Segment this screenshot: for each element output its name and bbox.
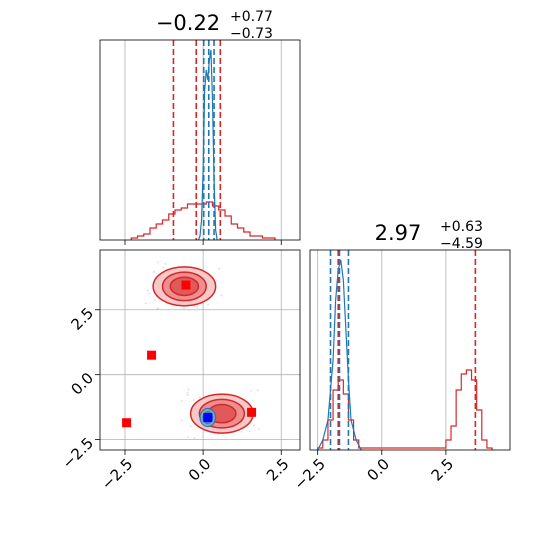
joint-xtick-label-2: 2.5 [263,455,293,485]
joint-sample-point-45 [180,419,183,422]
joint-sample-point-6 [196,306,199,309]
marginal-param2-title: 2.97 [375,221,422,245]
joint-sample-point-13 [258,428,260,430]
marginal-param2-xtick-label-0: −2.5 [291,455,329,493]
joint-sample-point-69 [181,400,183,402]
joint-ytick-label-2: 2.5 [67,304,97,334]
joint-sample-point-22 [162,266,165,269]
joint-sample-point-55 [199,396,201,399]
joint-sample-point-50 [153,270,155,273]
marginal-param2-title-lower: −4.59 [440,236,483,252]
joint-sample-point-16 [156,261,159,264]
marginal-param2-blue-hist [317,259,362,451]
marginal-param1-title-upper: +0.77 [230,9,273,25]
joint-sample-point-52 [144,302,147,305]
joint-red-marker-2 [122,418,132,428]
joint-sample-point-44 [164,262,167,265]
marginal-param1-frame [99,39,301,241]
joint-sample-point-37 [250,389,252,392]
joint-sample-point-59 [248,430,251,433]
joint-sample-point-35 [240,430,243,433]
joint-sample-point-62 [148,292,150,295]
joint-sample-point-11 [256,389,259,392]
joint-sample-point-51 [253,424,255,427]
joint-sample-point-60 [182,307,185,310]
marginal-param2-frame [309,249,511,451]
joint-sample-point-3 [186,394,189,396]
joint-sample-point-40 [187,308,190,311]
joint-sample-point-1 [189,425,192,428]
joint-sample-point-47 [187,388,190,391]
joint-sample-point-56 [156,308,159,311]
joint-sample-point-21 [186,391,189,394]
joint-red-marker-1 [147,350,157,360]
joint-sample-point-26 [153,299,156,301]
joint-sample-point-38 [218,267,220,270]
joint-frame [99,249,301,451]
marginal-param1-title: −0.22 [156,11,220,35]
joint-sample-point-66 [193,305,196,308]
joint-xtick-label-0: −2.5 [98,455,136,493]
joint-sample-point-19 [192,399,195,402]
marginal-param1-title-lower: −0.73 [230,26,273,42]
joint-blue-marker-0 [203,413,213,423]
joint-sample-point-64 [207,303,209,306]
marginal-param2-red-hist [317,369,493,450]
joint-sample-point-30 [220,294,223,296]
joint-sample-point-57 [186,436,189,439]
joint-xtick-label-1: 0.0 [185,455,215,485]
joint-ytick-label-1: 0.0 [67,369,97,399]
joint-red-marker-3 [247,407,257,417]
marginal-param2-xtick-label-1: 0.0 [364,455,394,485]
joint-red-marker-0 [181,280,191,290]
joint-ytick-label-0: −2.5 [59,434,97,472]
marginal-param2-xtick-label-2: 2.5 [428,455,458,485]
marginal-param2-title-upper: +0.63 [440,219,483,235]
joint-sample-point-65 [193,437,196,440]
joint-sample-point-28 [146,289,149,292]
